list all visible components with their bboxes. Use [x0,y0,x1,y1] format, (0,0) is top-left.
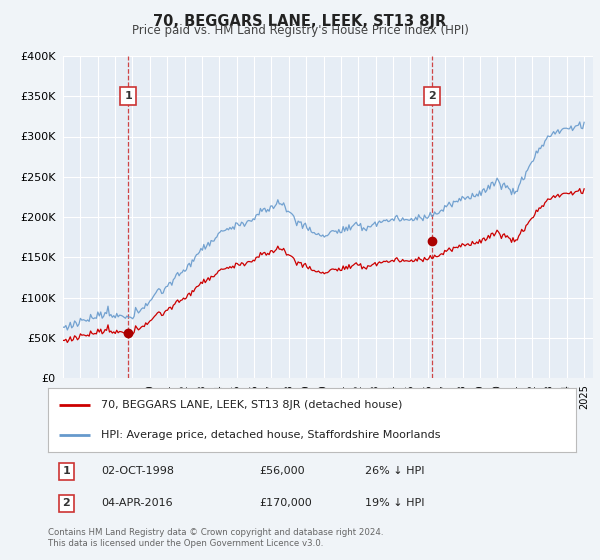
Text: £170,000: £170,000 [259,498,312,508]
Text: 70, BEGGARS LANE, LEEK, ST13 8JR: 70, BEGGARS LANE, LEEK, ST13 8JR [154,14,446,29]
Text: 26% ↓ HPI: 26% ↓ HPI [365,466,424,476]
Text: £56,000: £56,000 [259,466,305,476]
Text: Contains HM Land Registry data © Crown copyright and database right 2024.: Contains HM Land Registry data © Crown c… [48,528,383,537]
Text: 1: 1 [62,466,70,476]
Text: This data is licensed under the Open Government Licence v3.0.: This data is licensed under the Open Gov… [48,539,323,548]
Text: 1: 1 [124,91,132,101]
Text: 19% ↓ HPI: 19% ↓ HPI [365,498,424,508]
Text: 04-APR-2016: 04-APR-2016 [101,498,172,508]
Text: 70, BEGGARS LANE, LEEK, ST13 8JR (detached house): 70, BEGGARS LANE, LEEK, ST13 8JR (detach… [101,400,402,410]
Text: Price paid vs. HM Land Registry's House Price Index (HPI): Price paid vs. HM Land Registry's House … [131,24,469,36]
Text: 02-OCT-1998: 02-OCT-1998 [101,466,174,476]
Text: 2: 2 [428,91,436,101]
Text: HPI: Average price, detached house, Staffordshire Moorlands: HPI: Average price, detached house, Staf… [101,430,440,440]
Text: 2: 2 [62,498,70,508]
